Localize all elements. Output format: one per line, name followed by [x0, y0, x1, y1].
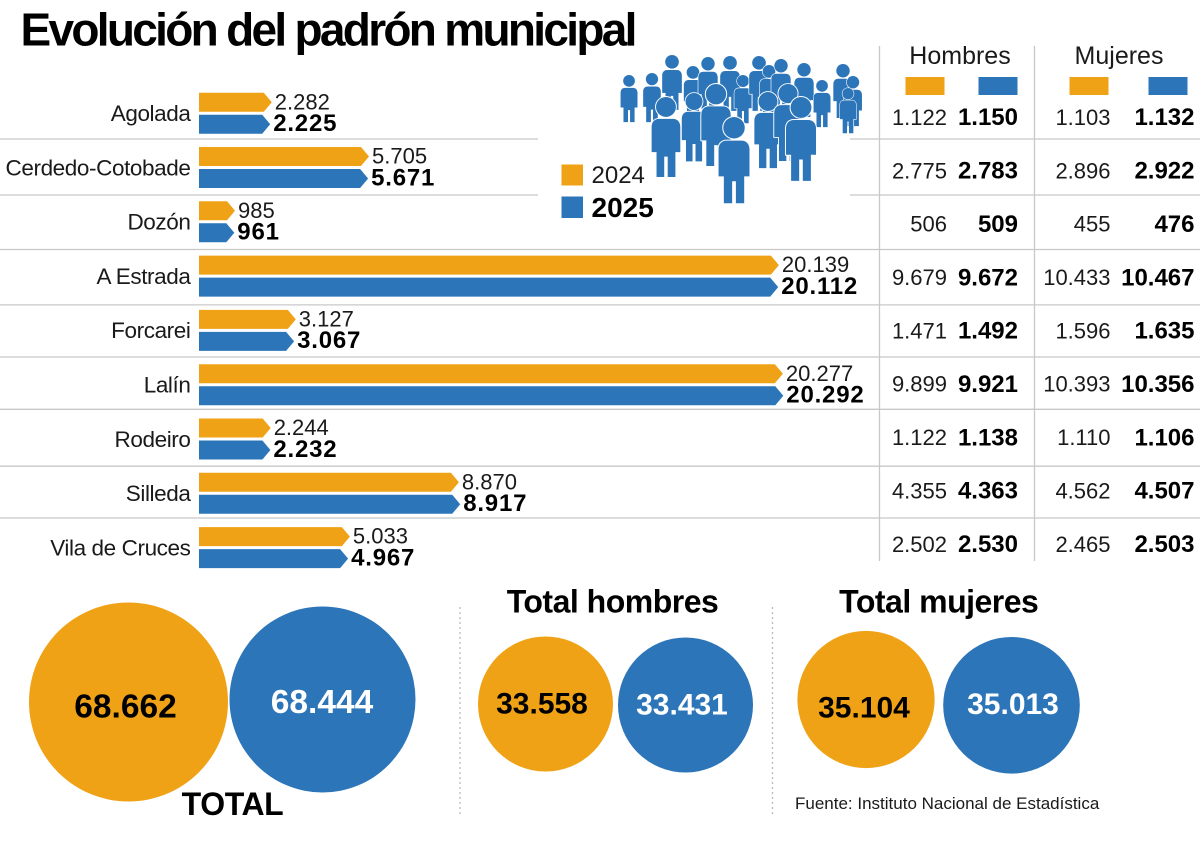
svg-text:961: 961: [237, 219, 279, 246]
svg-text:2.503: 2.503: [1134, 531, 1194, 558]
svg-text:Lalín: Lalín: [144, 373, 191, 398]
svg-text:Fuente: Instituto Nacional de: Fuente: Instituto Nacional de Estadístic…: [795, 794, 1100, 813]
svg-text:1.150: 1.150: [958, 104, 1018, 131]
svg-text:2.922: 2.922: [1134, 158, 1194, 185]
svg-text:4.363: 4.363: [958, 478, 1018, 505]
svg-text:9.921: 9.921: [958, 371, 1018, 398]
svg-text:2024: 2024: [592, 162, 645, 189]
svg-text:2.232: 2.232: [273, 436, 337, 463]
svg-text:33.431: 33.431: [636, 689, 728, 722]
svg-text:1.138: 1.138: [958, 424, 1018, 451]
svg-text:10.467: 10.467: [1121, 264, 1194, 291]
svg-text:Forcarei: Forcarei: [111, 318, 190, 343]
svg-text:1.471: 1.471: [892, 318, 947, 343]
svg-text:4.967: 4.967: [351, 544, 415, 571]
svg-text:35.013: 35.013: [967, 688, 1059, 721]
svg-text:8.870: 8.870: [462, 469, 517, 494]
svg-text:2.530: 2.530: [958, 531, 1018, 558]
svg-text:2.896: 2.896: [1055, 158, 1110, 183]
svg-text:1.492: 1.492: [958, 318, 1018, 345]
svg-text:Vila de Cruces: Vila de Cruces: [50, 535, 190, 560]
svg-text:5.705: 5.705: [372, 144, 427, 169]
svg-text:8.917: 8.917: [463, 490, 527, 517]
svg-text:506: 506: [910, 212, 947, 237]
svg-text:TOTAL: TOTAL: [182, 786, 284, 822]
svg-text:9.672: 9.672: [958, 264, 1018, 291]
svg-text:Dozón: Dozón: [127, 210, 190, 235]
svg-text:10.393: 10.393: [1043, 372, 1110, 397]
svg-text:3.127: 3.127: [299, 307, 354, 332]
svg-text:Cerdedo-Cotobade: Cerdedo-Cotobade: [6, 155, 191, 180]
svg-text:Agolada: Agolada: [111, 101, 192, 126]
svg-text:1.103: 1.103: [1055, 105, 1110, 130]
svg-text:2.783: 2.783: [958, 158, 1018, 185]
svg-text:1.132: 1.132: [1134, 104, 1194, 131]
svg-text:20.139: 20.139: [782, 252, 849, 277]
svg-text:2.502: 2.502: [892, 532, 947, 557]
svg-text:2.775: 2.775: [892, 158, 947, 183]
svg-text:35.104: 35.104: [818, 691, 910, 724]
svg-text:20.277: 20.277: [786, 361, 853, 386]
svg-text:10.433: 10.433: [1043, 265, 1110, 290]
svg-text:10.356: 10.356: [1121, 371, 1194, 398]
svg-text:2.282: 2.282: [275, 89, 330, 114]
svg-text:509: 509: [978, 211, 1018, 238]
svg-text:2.225: 2.225: [273, 110, 337, 137]
svg-text:A Estrada: A Estrada: [97, 264, 192, 289]
svg-text:1.635: 1.635: [1134, 318, 1194, 345]
svg-text:68.444: 68.444: [271, 684, 374, 721]
svg-text:33.558: 33.558: [496, 687, 588, 720]
svg-text:1.122: 1.122: [892, 105, 947, 130]
svg-text:1.106: 1.106: [1134, 424, 1194, 451]
svg-text:1.110: 1.110: [1057, 425, 1110, 450]
svg-text:Evolución del padrón municipal: Evolución del padrón municipal: [21, 4, 635, 56]
svg-text:Total hombres: Total hombres: [507, 584, 719, 620]
svg-text:Silleda: Silleda: [126, 481, 192, 506]
svg-text:455: 455: [1074, 212, 1111, 237]
svg-text:4.562: 4.562: [1055, 478, 1110, 503]
svg-text:4.507: 4.507: [1134, 478, 1194, 505]
svg-text:3.067: 3.067: [297, 327, 361, 354]
svg-text:20.292: 20.292: [786, 382, 864, 409]
svg-text:Mujeres: Mujeres: [1075, 42, 1164, 70]
svg-text:985: 985: [238, 198, 275, 223]
svg-text:9.899: 9.899: [892, 372, 947, 397]
svg-text:5.671: 5.671: [371, 164, 435, 191]
svg-text:2.244: 2.244: [274, 415, 329, 440]
svg-text:5.033: 5.033: [353, 524, 408, 549]
svg-text:4.355: 4.355: [892, 478, 947, 503]
svg-text:1.596: 1.596: [1055, 318, 1110, 343]
svg-text:Total mujeres: Total mujeres: [839, 584, 1038, 620]
svg-text:68.662: 68.662: [74, 688, 176, 725]
svg-text:1.122: 1.122: [892, 425, 947, 450]
svg-text:9.679: 9.679: [892, 265, 947, 290]
svg-text:Rodeiro: Rodeiro: [115, 427, 191, 452]
svg-text:20.112: 20.112: [781, 273, 858, 300]
svg-text:476: 476: [1154, 211, 1194, 238]
svg-text:2.465: 2.465: [1055, 532, 1110, 557]
svg-text:Hombres: Hombres: [909, 42, 1010, 70]
svg-text:2025: 2025: [592, 192, 654, 223]
